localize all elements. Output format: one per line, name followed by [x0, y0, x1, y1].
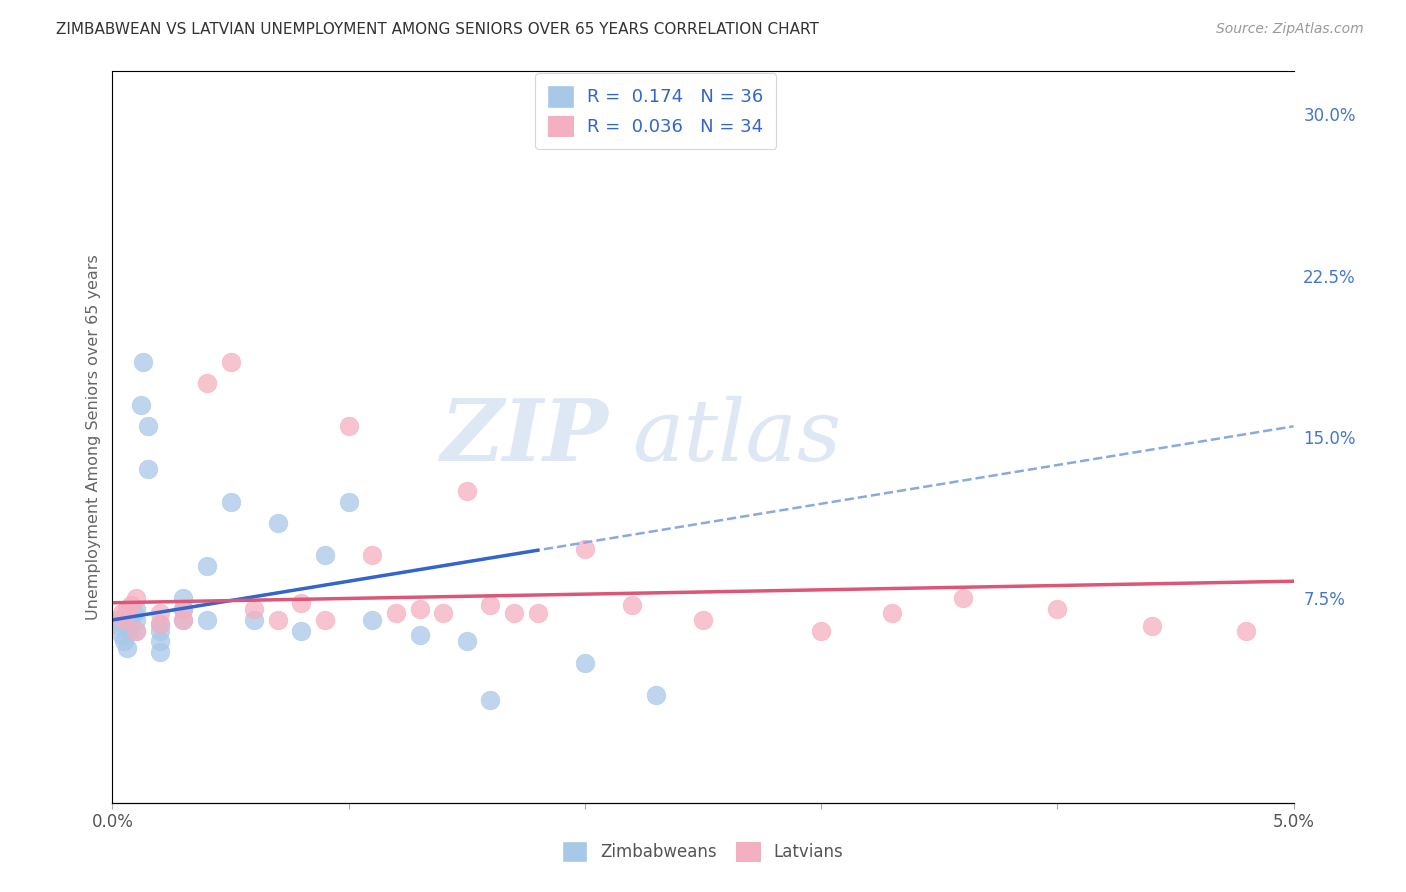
Point: [120, 598, 142, 612]
Point: [219, 494, 242, 508]
Point: [880, 607, 903, 621]
Point: [195, 613, 218, 627]
Point: [112, 613, 135, 627]
Point: [125, 591, 148, 606]
Point: [125, 602, 148, 616]
Point: [195, 376, 218, 391]
Point: [432, 607, 454, 621]
Point: [219, 355, 242, 369]
Point: [644, 688, 666, 702]
Point: [243, 613, 266, 627]
Point: [149, 634, 172, 648]
Point: [456, 483, 478, 498]
Text: ZIP: ZIP: [440, 395, 609, 479]
Text: atlas: atlas: [633, 396, 841, 478]
Point: [172, 613, 194, 627]
Point: [290, 624, 312, 638]
Y-axis label: Unemployment Among Seniors over 65 years: Unemployment Among Seniors over 65 years: [86, 254, 101, 620]
Point: [267, 516, 290, 530]
Point: [132, 355, 155, 369]
Point: [267, 613, 290, 627]
Point: [574, 656, 596, 670]
Point: [1046, 602, 1069, 616]
Point: [503, 607, 526, 621]
Point: [314, 613, 336, 627]
Point: [1140, 619, 1163, 633]
Point: [337, 419, 360, 434]
Point: [172, 602, 194, 616]
Point: [111, 628, 134, 642]
Point: [337, 494, 360, 508]
Point: [136, 462, 159, 476]
Point: [314, 549, 336, 563]
Point: [456, 634, 478, 648]
Point: [526, 607, 548, 621]
Point: [172, 591, 194, 606]
Legend: Zimbabweans, Latvians: Zimbabweans, Latvians: [557, 835, 849, 868]
Point: [361, 613, 384, 627]
Point: [692, 613, 714, 627]
Point: [408, 602, 430, 616]
Point: [115, 640, 138, 655]
Point: [115, 602, 138, 616]
Point: [120, 617, 142, 632]
Text: ZIMBABWEAN VS LATVIAN UNEMPLOYMENT AMONG SENIORS OVER 65 YEARS CORRELATION CHART: ZIMBABWEAN VS LATVIAN UNEMPLOYMENT AMONG…: [56, 22, 820, 37]
Point: [125, 613, 148, 627]
Point: [149, 624, 172, 638]
Point: [408, 628, 430, 642]
Point: [149, 617, 172, 632]
Point: [290, 596, 312, 610]
Point: [129, 398, 152, 412]
Point: [122, 607, 145, 621]
Point: [149, 617, 172, 632]
Point: [111, 607, 134, 621]
Point: [112, 634, 135, 648]
Point: [385, 607, 408, 621]
Point: [574, 541, 596, 556]
Point: [1234, 624, 1257, 638]
Point: [108, 619, 131, 633]
Point: [172, 613, 194, 627]
Point: [136, 419, 159, 434]
Point: [195, 559, 218, 574]
Point: [810, 624, 832, 638]
Point: [243, 602, 266, 616]
Point: [125, 624, 148, 638]
Point: [149, 607, 172, 621]
Point: [149, 645, 172, 659]
Point: [125, 624, 148, 638]
Point: [952, 591, 974, 606]
Point: [361, 549, 384, 563]
Point: [172, 602, 194, 616]
Point: [479, 692, 502, 706]
Point: [118, 624, 141, 638]
Point: [479, 598, 502, 612]
Point: [621, 598, 644, 612]
Text: Source: ZipAtlas.com: Source: ZipAtlas.com: [1216, 22, 1364, 37]
Point: [105, 613, 128, 627]
